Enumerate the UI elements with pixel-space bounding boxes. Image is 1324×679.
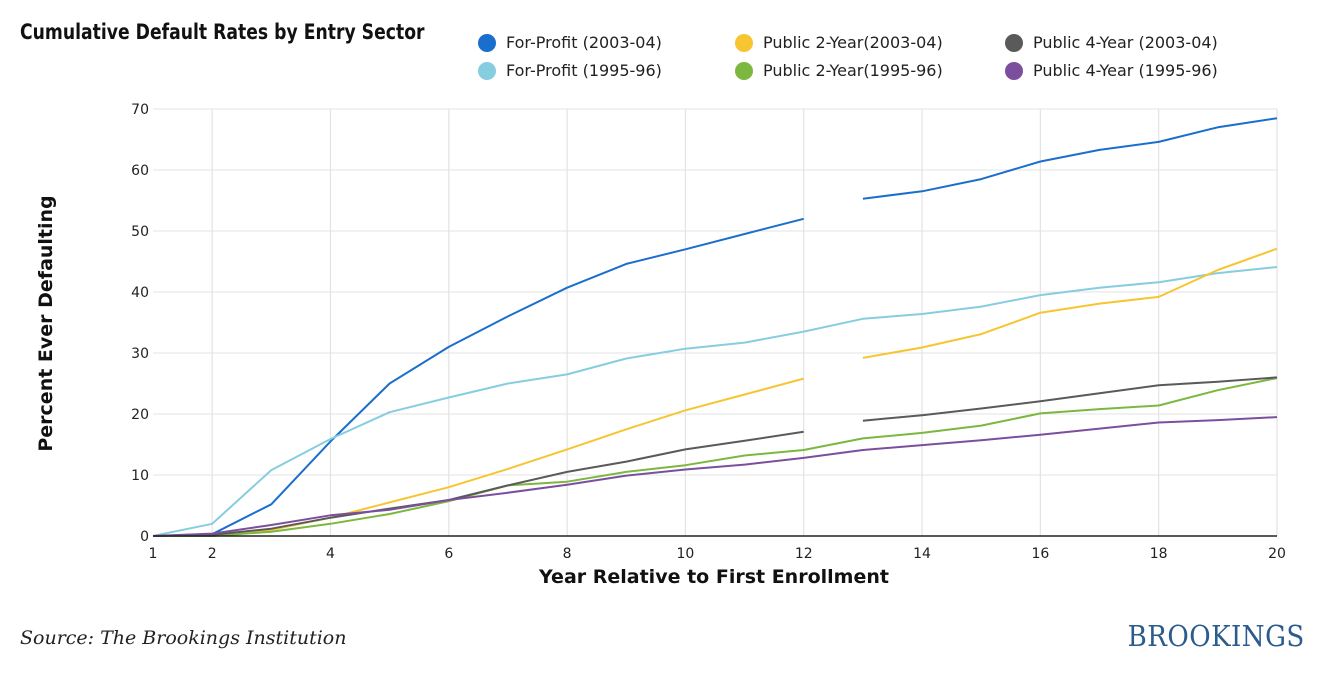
series-line-3[interactable] xyxy=(153,377,1278,537)
x-tick-label: 4 xyxy=(326,546,335,562)
x-tick-label: 1 xyxy=(149,546,158,562)
series-line-5[interactable] xyxy=(152,416,1278,537)
legend-label: Public 4-Year (1995-96) xyxy=(1033,61,1218,80)
series-lines xyxy=(152,117,1278,537)
legend-item-public-4-year-1995-96[interactable]: Public 4-Year (1995-96) xyxy=(1005,61,1218,80)
series-line-1[interactable] xyxy=(152,266,1278,537)
x-axis-title: Year Relative to First Enrollment xyxy=(538,566,889,588)
legend-swatch xyxy=(735,61,753,80)
x-tick-label: 12 xyxy=(795,546,813,562)
y-tick-label: 50 xyxy=(131,224,149,240)
x-tick-label: 18 xyxy=(1150,546,1168,562)
legend-label: For-Profit (2003-04) xyxy=(506,33,662,52)
legend-item-public-2-year-2003-04[interactable]: Public 2-Year(2003-04) xyxy=(735,33,943,52)
y-tick-label: 30 xyxy=(131,346,149,362)
legend-swatch xyxy=(1005,61,1023,80)
y-tick-label: 40 xyxy=(131,285,149,301)
y-tick-label: 10 xyxy=(131,468,149,484)
x-tick-label: 14 xyxy=(913,546,931,562)
legend-item-for-profit-1995-96[interactable]: For-Profit (1995-96) xyxy=(478,61,662,80)
legend-item-for-profit-2003-04[interactable]: For-Profit (2003-04) xyxy=(478,33,662,52)
legend-item-public-4-year-2003-04[interactable]: Public 4-Year (2003-04) xyxy=(1005,33,1218,52)
legend-swatch xyxy=(478,33,496,52)
y-axis-ticks: 0 10 20 30 40 50 60 70 xyxy=(131,102,149,545)
x-tick-label: 20 xyxy=(1268,546,1286,562)
source-note: Source: The Brookings Institution xyxy=(20,627,347,649)
x-tick-label: 16 xyxy=(1031,546,1049,562)
y-axis-title: Percent Ever Defaulting xyxy=(35,195,57,451)
grid-lines xyxy=(153,108,1278,536)
x-tick-label: 8 xyxy=(563,546,572,562)
series-line-4[interactable] xyxy=(152,376,1278,537)
y-tick-label: 60 xyxy=(131,163,149,179)
legend-label: For-Profit (1995-96) xyxy=(506,61,662,80)
legend-swatch xyxy=(478,61,496,80)
legend-label: Public 4-Year (2003-04) xyxy=(1033,33,1218,52)
legend-item-public-2-year-1995-96[interactable]: Public 2-Year(1995-96) xyxy=(735,61,943,80)
x-axis-ticks: 1 2 4 6 8 10 12 14 16 18 20 xyxy=(149,546,1286,562)
legend-swatch xyxy=(735,33,753,52)
legend-label: Public 2-Year(2003-04) xyxy=(763,33,943,52)
series-line-2[interactable] xyxy=(153,247,1278,537)
chart-title: Cumulative Default Rates by Entry Sector xyxy=(20,20,425,44)
legend-swatch xyxy=(1005,33,1023,52)
x-tick-label: 2 xyxy=(208,546,217,562)
x-tick-label: 10 xyxy=(677,546,695,562)
legend-label: Public 2-Year(1995-96) xyxy=(763,61,943,80)
x-tick-label: 6 xyxy=(444,546,453,562)
brookings-logo: BROOKINGS xyxy=(1127,619,1305,653)
y-tick-label: 70 xyxy=(131,102,149,118)
series-line-0[interactable] xyxy=(152,117,1278,537)
y-tick-label: 0 xyxy=(140,529,149,545)
y-tick-label: 20 xyxy=(131,407,149,423)
